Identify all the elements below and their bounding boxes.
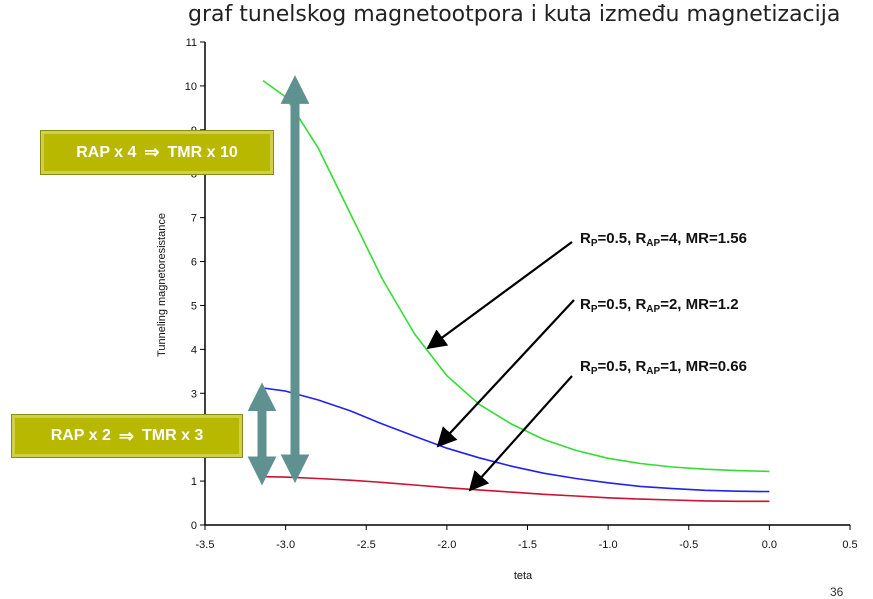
annotation-red: RP=0.5, RAP=1, MR=0.66 [580, 358, 747, 377]
x-axis-label: teta [513, 570, 533, 582]
arrow-to-blue-curve [436, 299, 575, 448]
implies-arrow-icon: ⇒ [144, 142, 160, 162]
arrow-to-green-curve [426, 241, 573, 350]
series-layer [262, 79, 770, 503]
annotation-red-p-sub: P [590, 366, 598, 377]
annotation-red-ap-sub: AP [646, 366, 661, 377]
x-tick-label: 0.0 [762, 539, 777, 551]
series-line-green [262, 79, 770, 473]
y-tick-label: 4 [191, 344, 197, 356]
y-tick-label: 1 [191, 476, 197, 488]
annotation-red-r: R [580, 358, 591, 375]
annotation-red-rp-value: =0.5, R [597, 358, 647, 375]
x-tick-label: -3.0 [276, 539, 295, 551]
y-tick-label: 5 [191, 300, 197, 312]
callout-rap-x2-right: TMR x 3 [141, 427, 204, 444]
y-tick-label: 10 [185, 81, 197, 93]
page-number: 36 [830, 585, 844, 599]
x-tick-label: -1.5 [518, 539, 537, 551]
annotation-blue-ap-sub: AP [646, 304, 661, 315]
annotation-green-ap-sub: AP [646, 238, 661, 249]
x-tick-label: 0.5 [842, 539, 857, 551]
annotation-red-rest: =1, MR=0.66 [660, 358, 747, 375]
callout-rap-x4-right: TMR x 10 [167, 143, 238, 161]
y-tick-label: 11 [186, 37, 197, 49]
annotation-green: RP=0.5, RAP=4, MR=1.56 [580, 230, 747, 249]
chart-axes: -3.5-3.0-2.5-2.0-1.5-1.0-0.50.00.5012345… [185, 37, 858, 551]
annotation-blue-rp-value: =0.5, R [597, 296, 647, 313]
y-tick-label: 7 [191, 213, 197, 225]
callout-rap-x4: RAP x 4 ⇒ TMR x 10 [40, 130, 274, 175]
x-tick-label: -2.5 [357, 539, 376, 551]
annotation-blue-p-sub: P [590, 304, 598, 315]
callout-rap-x4-left: RAP x 4 [76, 143, 137, 161]
callout-rap-x2-left: RAP x 2 [50, 427, 111, 444]
annotation-blue-rest: =2, MR=1.2 [660, 296, 739, 313]
y-axis-label: Tunneling magnetoresistance [156, 213, 168, 357]
x-tick-label: -0.5 [679, 539, 698, 551]
y-tick-label: 3 [191, 388, 197, 400]
annotation-green-rest: =4, MR=1.56 [660, 230, 747, 247]
arrow-to-red-curve [468, 375, 573, 492]
y-tick-label: 6 [191, 257, 197, 269]
annotation-green-r: R [580, 230, 591, 247]
x-tick-label: -3.5 [196, 539, 215, 551]
page-title: graf tunelskog magnetootpora i kuta izme… [188, 2, 841, 27]
annotation-blue: RP=0.5, RAP=2, MR=1.2 [580, 296, 739, 315]
series-line-red [262, 475, 770, 503]
series-line-blue [262, 387, 770, 493]
x-tick-label: -2.0 [437, 539, 456, 551]
implies-arrow-icon: ⇒ [118, 425, 134, 446]
annotation-blue-r: R [580, 296, 591, 313]
y-tick-label: 0 [191, 520, 197, 532]
annotation-green-p-sub: P [590, 238, 598, 249]
x-tick-label: -1.0 [599, 539, 618, 551]
callout-rap-x2: RAP x 2 ⇒ TMR x 3 [11, 414, 243, 458]
annotation-arrows [247, 75, 575, 492]
annotation-green-rp-value: =0.5, R [597, 230, 647, 247]
